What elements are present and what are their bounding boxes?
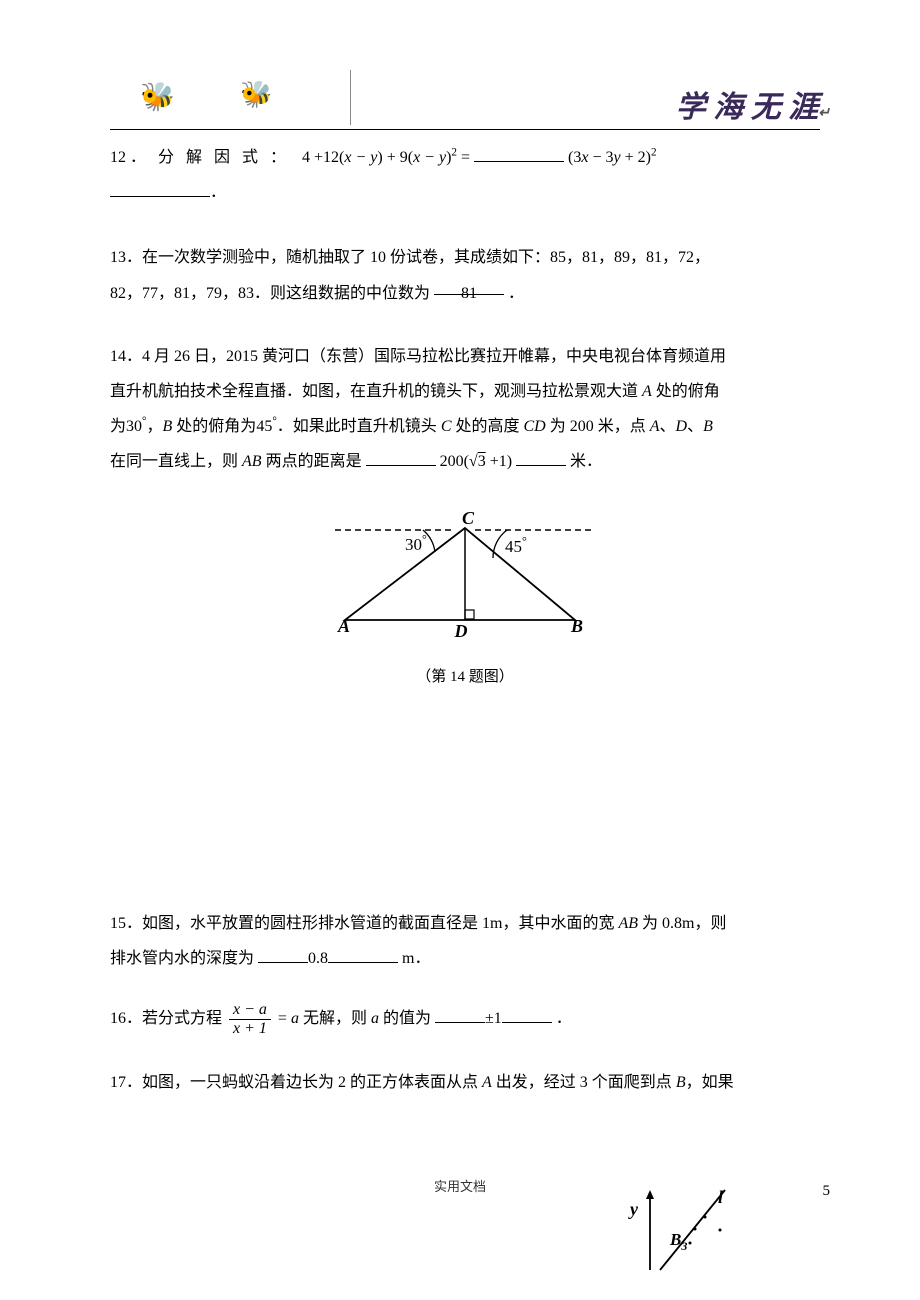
q12-num: 12 [110, 149, 126, 166]
brand-text: 学 海 无 涯↵ [676, 82, 830, 126]
svg-text:D: D [454, 621, 468, 641]
figure-14-svg: C A B D 30° 45° [305, 510, 625, 650]
q17-A: A [482, 1074, 492, 1091]
svg-text:45°: 45° [505, 534, 527, 556]
q14-l2a: 直升机航拍技术全程直播．如图，在直升机的镜头下，观测马拉松景观大道 [110, 383, 642, 400]
bee-icon-right: 🐝 [240, 80, 272, 110]
q16-answer: ±1 [485, 1010, 502, 1027]
q14-30: 30° [126, 418, 146, 435]
q16-blank2 [502, 1004, 552, 1023]
svg-text:A: A [337, 616, 350, 636]
page-header: 🐝 🐝 学 海 无 涯↵ [110, 70, 820, 130]
q14-B: B [163, 418, 173, 435]
q14-CD: CD [524, 418, 546, 435]
question-14: 14．4 月 26 日，2015 黄河口（东营）国际马拉松比赛拉开帷幕，中央电视… [110, 339, 820, 480]
q15-answer: 0.8 [308, 950, 328, 967]
footer-text: 实用文档 [0, 1176, 920, 1195]
q14-blank2 [516, 447, 566, 466]
q14-A: A [642, 383, 652, 400]
q16-blank1 [435, 1004, 485, 1023]
q15-AB: AB [618, 915, 638, 932]
q14-l1: 14．4 月 26 日，2015 黄河口（东营）国际马拉松比赛拉开帷幕，中央电视… [110, 348, 726, 365]
q15-blank1 [258, 944, 308, 963]
bee-icon-left: 🐝 [140, 80, 175, 114]
q17-B: B [676, 1074, 686, 1091]
q13-line2: 82，77，81，79，83．则这组数据的中位数为 [110, 285, 430, 302]
q14-blank1 [366, 447, 436, 466]
q12-expr: 4 +12(x − y) + 9(x − y)2 = [302, 149, 474, 166]
question-15: 15．如图，水平放置的圆柱形排水管道的截面直径是 1m，其中水面的宽 AB 为 … [110, 906, 820, 976]
svg-text:B: B [570, 616, 583, 636]
q12-label: ．分解因式： [130, 149, 298, 166]
question-13: 13．在一次数学测验中，随机抽取了 10 份试卷，其成绩如下：85，81，89，… [110, 240, 820, 310]
svg-text:30°: 30° [405, 532, 427, 554]
header-divider [350, 70, 351, 125]
q16-a-rhs: a [291, 1010, 299, 1027]
q14-AB: AB [242, 453, 262, 470]
svg-text:B3: B3 [669, 1230, 687, 1253]
question-16: 16．若分式方程 x − a x + 1 = a 无解，则 a 的值为 ±1 ． [110, 1001, 820, 1037]
q16-a: a [371, 1010, 379, 1027]
q14-45: 45° [256, 418, 276, 435]
svg-text:C: C [462, 510, 475, 528]
q13-answer: 81 [434, 276, 504, 295]
q12-blank2 [110, 178, 210, 197]
q14-D: D [676, 418, 688, 435]
page-number: 5 [823, 1183, 831, 1200]
q14-l3a: 为 [110, 418, 126, 435]
question-17: 17．如图，一只蚂蚁沿着边长为 2 的正方体表面从点 A 出发，经过 3 个面爬… [110, 1065, 820, 1100]
svg-text:y: y [628, 1199, 639, 1219]
q13-line1: 13．在一次数学测验中，随机抽取了 10 份试卷，其成绩如下：85，81，89，… [110, 249, 710, 266]
q13-end: ． [508, 285, 524, 302]
figure-14-caption: （第 14 题图） [295, 665, 635, 686]
q14-answer: 200(√3 +1) [440, 453, 512, 470]
q16-fraction: x − a x + 1 [229, 1001, 271, 1037]
bottom-figure-fragment: y l B3 [610, 1185, 750, 1280]
figure-14: C A B D 30° 45° （第 14 题图） [295, 510, 635, 686]
q14-l2b: 处的俯角 [652, 383, 720, 400]
q14-C: C [441, 418, 452, 435]
q12-blank [474, 143, 564, 162]
svg-text:l: l [718, 1187, 723, 1207]
q15-blank2 [328, 944, 398, 963]
q12-answer: (3x − 3y + 2)2 [568, 149, 657, 166]
question-12: 12 ．分解因式： 4 +12(x − y) + 9(x − y)2 = (3x… [110, 140, 820, 210]
